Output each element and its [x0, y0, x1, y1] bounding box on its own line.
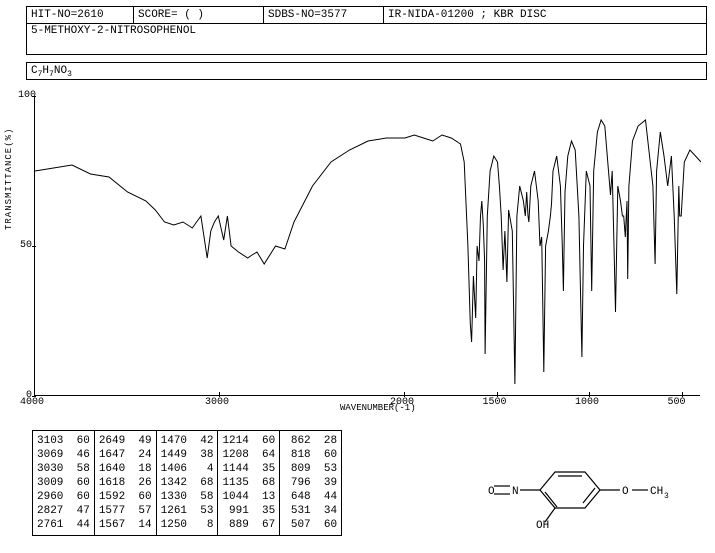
formula-o-sub: 3 — [67, 70, 72, 79]
y-tick-label: 100 — [18, 90, 32, 101]
spectrum-chart — [34, 96, 700, 396]
peak-row: 818 60 — [284, 448, 337, 462]
molecule-ch: CH — [650, 486, 663, 498]
formula-box: C7H7NO3 — [26, 62, 707, 80]
sdbs-no-box: SDBS-NO=3577 — [264, 6, 384, 24]
peak-row: 1342 68 — [161, 476, 214, 490]
peak-row: 2827 47 — [37, 504, 90, 518]
molecule-structure: O N OH O CH 3 — [470, 450, 670, 530]
peak-row: 889 67 — [222, 518, 275, 532]
peak-row: 809 53 — [284, 462, 337, 476]
peak-row: 1577 57 — [99, 504, 152, 518]
peak-row: 2761 44 — [37, 518, 90, 532]
peak-column: 2649 491647 241640 181618 261592 601577 … — [95, 431, 157, 535]
peak-row: 1144 35 — [222, 462, 275, 476]
peak-row: 648 44 — [284, 490, 337, 504]
peak-column: 862 28 818 60 809 53 796 39 648 44 531 3… — [280, 431, 341, 535]
peak-row: 507 60 — [284, 518, 337, 532]
molecule-o-ether: O — [622, 486, 629, 498]
peak-row: 3103 60 — [37, 434, 90, 448]
peak-table: 3103 603069 463030 583009 602960 602827 … — [32, 430, 342, 536]
peak-row: 991 35 — [222, 504, 275, 518]
peak-column: 3103 603069 463030 583009 602960 602827 … — [33, 431, 95, 535]
x-tick-label: 4000 — [20, 397, 44, 408]
method-box: IR-NIDA-01200 ; KBR DISC — [384, 6, 707, 24]
spectrum-line — [35, 96, 701, 396]
x-tick-label: 3000 — [205, 397, 229, 408]
score-box: SCORE= ( ) — [134, 6, 264, 24]
molecule-oh: OH — [536, 520, 549, 530]
molecule-o-dbl: O — [488, 486, 495, 498]
y-axis-label: TRANSMITTANCE(%) — [4, 128, 14, 230]
x-tick-label: 500 — [668, 397, 686, 408]
y-tick-label: 50 — [18, 240, 32, 251]
formula-c: C — [31, 65, 38, 77]
molecule-ch3-sub: 3 — [664, 492, 669, 501]
peak-row: 796 39 — [284, 476, 337, 490]
molecule-n: N — [512, 486, 519, 498]
x-tick-label: 1500 — [483, 397, 507, 408]
peak-column: 1470 421449 381406 41342 681330 581261 5… — [157, 431, 219, 535]
peak-row: 1618 26 — [99, 476, 152, 490]
peak-row: 1567 14 — [99, 518, 152, 532]
peak-row: 3030 58 — [37, 462, 90, 476]
hit-no-box: HIT-NO=2610 — [26, 6, 134, 24]
peak-row: 1592 60 — [99, 490, 152, 504]
peak-row: 1406 4 — [161, 462, 214, 476]
peak-row: 2960 60 — [37, 490, 90, 504]
peak-row: 1647 24 — [99, 448, 152, 462]
peak-row: 3069 46 — [37, 448, 90, 462]
header-row: HIT-NO=2610 SCORE= ( ) SDBS-NO=3577 IR-N… — [26, 6, 707, 24]
peak-row: 3009 60 — [37, 476, 90, 490]
peak-row: 531 34 — [284, 504, 337, 518]
peak-row: 1214 60 — [222, 434, 275, 448]
peak-row: 1250 8 — [161, 518, 214, 532]
peak-row: 1044 13 — [222, 490, 275, 504]
peak-row: 1449 38 — [161, 448, 214, 462]
peak-row: 1330 58 — [161, 490, 214, 504]
peak-row: 1261 53 — [161, 504, 214, 518]
peak-row: 1135 68 — [222, 476, 275, 490]
compound-name-box: 5-METHOXY-2-NITROSOPHENOL — [26, 23, 707, 55]
peak-row: 862 28 — [284, 434, 337, 448]
peak-row: 1208 64 — [222, 448, 275, 462]
x-tick-label: 2000 — [390, 397, 414, 408]
x-tick-label: 1000 — [575, 397, 599, 408]
peak-row: 1470 42 — [161, 434, 214, 448]
peak-row: 2649 49 — [99, 434, 152, 448]
peak-row: 1640 18 — [99, 462, 152, 476]
peak-column: 1214 601208 641144 351135 681044 13 991 … — [218, 431, 280, 535]
